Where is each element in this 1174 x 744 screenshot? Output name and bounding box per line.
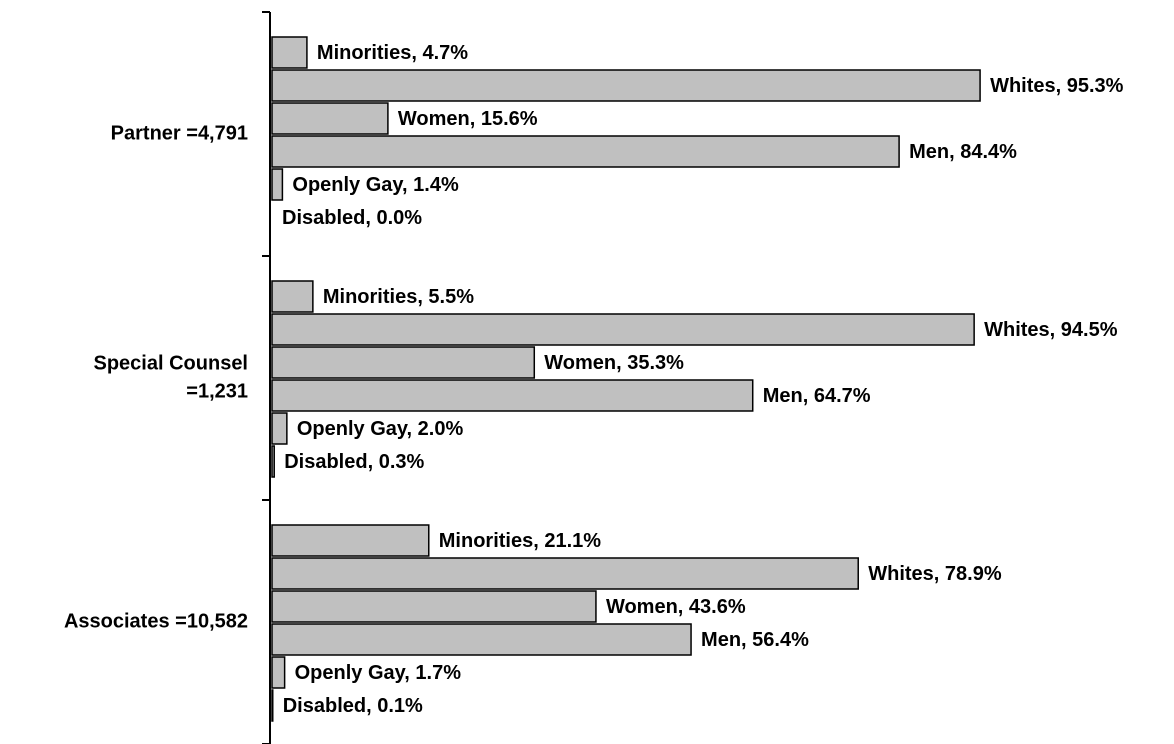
- data-label: Disabled, 0.1%: [283, 695, 423, 717]
- data-label: Men, 56.4%: [701, 629, 809, 651]
- bar: [271, 69, 981, 102]
- data-label: Men, 64.7%: [763, 385, 871, 407]
- bar: [271, 412, 288, 445]
- bar: [271, 168, 284, 201]
- data-label: Openly Gay, 2.0%: [297, 418, 464, 440]
- bar: [271, 524, 430, 557]
- data-label: Disabled, 0.3%: [284, 451, 424, 473]
- bar: [271, 379, 754, 412]
- category-label: Special Counsel: [94, 352, 249, 374]
- data-label: Whites, 78.9%: [868, 563, 1002, 585]
- data-label: Openly Gay, 1.4%: [292, 174, 459, 196]
- data-label: Disabled, 0.0%: [282, 207, 422, 229]
- bar: [271, 445, 275, 478]
- category-label: Partner =4,791: [111, 122, 248, 144]
- bar: [271, 623, 692, 656]
- data-label: Women, 43.6%: [606, 596, 746, 618]
- category-label: Associates =10,582: [64, 610, 248, 632]
- bar: [271, 656, 286, 689]
- bar: [271, 36, 308, 69]
- bar: [271, 135, 900, 168]
- bar: [271, 689, 274, 722]
- category-label: =1,231: [186, 380, 248, 402]
- data-label: Men, 84.4%: [909, 141, 1017, 163]
- bar: [271, 313, 975, 346]
- bar: [271, 346, 536, 379]
- data-label: Whites, 94.5%: [984, 319, 1118, 341]
- data-label: Women, 35.3%: [544, 352, 684, 374]
- bar: [271, 280, 314, 313]
- data-label: Whites, 95.3%: [990, 75, 1124, 97]
- data-label: Women, 15.6%: [398, 108, 538, 130]
- bar: [271, 590, 597, 623]
- data-label: Minorities, 5.5%: [323, 286, 474, 308]
- data-label: Openly Gay, 1.7%: [295, 662, 462, 684]
- bar: [271, 102, 389, 135]
- data-label: Minorities, 4.7%: [317, 42, 468, 64]
- data-label: Minorities, 21.1%: [439, 530, 601, 552]
- bar: [271, 557, 859, 590]
